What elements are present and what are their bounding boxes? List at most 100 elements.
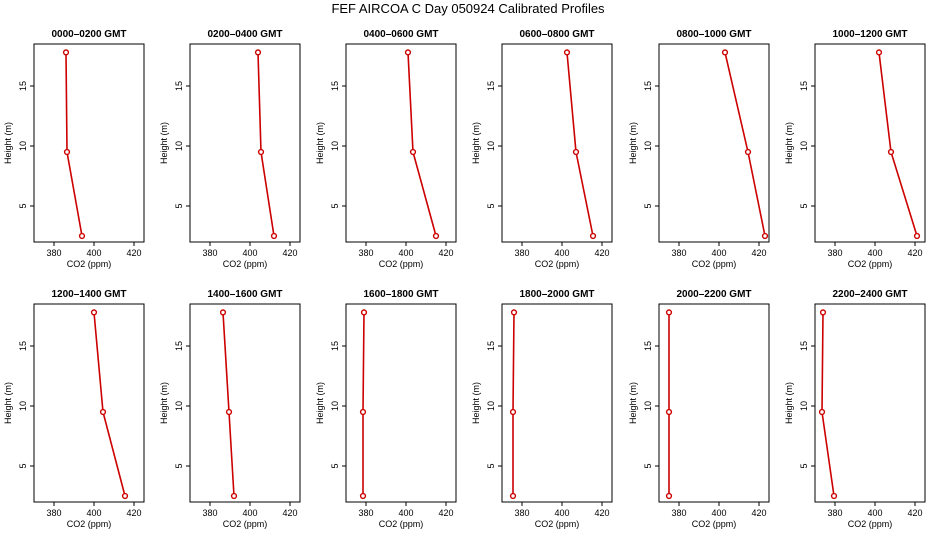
series-line: [257, 52, 275, 237]
data-point: [359, 408, 367, 416]
x-tick-label: 400: [711, 248, 726, 258]
x-axis-label: CO2 (ppm): [379, 259, 424, 269]
data-point: [257, 148, 265, 156]
panel-12: 2200–2400 GMT 380 400 420 5 10 15 CO2 (ppm) Heig…: [784, 289, 926, 529]
x-axis-label: CO2 (ppm): [67, 259, 112, 269]
x-axis-label: CO2 (ppm): [535, 519, 580, 529]
x-tick-label: 420: [594, 508, 609, 518]
series-line: [724, 52, 766, 237]
data-point: [432, 232, 440, 240]
panel-frame: [501, 303, 613, 503]
x-axis-label: CO2 (ppm): [67, 519, 112, 529]
data-point: [63, 148, 71, 156]
y-tick-label: 15: [330, 81, 340, 91]
panel-title: 2200–2400 GMT: [832, 289, 907, 300]
panel-title: 0400–0600 GMT: [363, 29, 438, 40]
y-tick-label: 15: [174, 81, 184, 91]
data-point: [270, 232, 278, 240]
panel-10: 1800–2000 GMT 380 400 420 5 10 15 CO2 (ppm) Heig…: [471, 289, 613, 529]
data-point: [230, 492, 238, 500]
panel-title: 1000–1200 GMT: [832, 29, 907, 40]
y-tick-label: 5: [174, 203, 184, 208]
panel-frame: [658, 303, 770, 503]
y-axis-label: Height (m): [159, 382, 169, 424]
x-tick-label: 420: [751, 248, 766, 258]
x-tick-label: 400: [398, 508, 413, 518]
y-tick-label: 5: [18, 463, 28, 468]
x-tick-label: 420: [751, 508, 766, 518]
y-tick-label: 15: [18, 341, 28, 351]
data-point: [510, 309, 518, 316]
y-axis-label: Height (m): [471, 122, 481, 164]
y-axis-label: Height (m): [784, 382, 794, 424]
data-point: [589, 232, 597, 240]
panel-title: 1400–1600 GMT: [207, 289, 282, 300]
y-tick-label: 5: [486, 463, 496, 468]
panel-8: 1400–1600 GMT 380 400 420 5 10 15 CO2 (ppm) Heig…: [159, 289, 301, 529]
y-tick-label: 10: [18, 401, 28, 411]
y-tick-label: 15: [18, 81, 28, 91]
data-point: [665, 309, 673, 316]
x-tick-label: 380: [671, 508, 686, 518]
panel-frame: [658, 43, 770, 243]
y-tick-label: 15: [486, 81, 496, 91]
y-tick-label: 10: [174, 141, 184, 151]
x-axis-label: CO2 (ppm): [692, 259, 737, 269]
x-tick-label: 420: [438, 508, 453, 518]
panel-title: 0000–0200 GMT: [51, 29, 126, 40]
panel-3: 0400–0600 GMT 380 400 420 5 10 15 CO2 (ppm) Heig…: [315, 29, 457, 269]
y-tick-label: 15: [486, 341, 496, 351]
x-tick-label: 420: [594, 248, 609, 258]
y-tick-label: 5: [799, 203, 809, 208]
y-tick-label: 10: [330, 141, 340, 151]
y-axis-label: Height (m): [3, 382, 13, 424]
x-tick-label: 400: [398, 248, 413, 258]
data-point: [744, 148, 752, 156]
x-tick-label: 380: [827, 508, 842, 518]
panels-layer: 0000–0200 GMT 380 400 420 5 10 15 CO2 (ppm) Heig…: [3, 29, 926, 529]
data-point: [563, 49, 571, 56]
x-axis-label: CO2 (ppm): [535, 259, 580, 269]
data-point: [219, 309, 227, 316]
panel-frame: [501, 43, 613, 243]
data-point: [359, 492, 367, 500]
panel-frame: [33, 43, 145, 243]
data-point: [830, 492, 838, 500]
panel-frame: [345, 303, 457, 503]
data-point: [78, 232, 86, 240]
y-tick-label: 15: [799, 81, 809, 91]
x-tick-label: 380: [827, 248, 842, 258]
data-point: [409, 148, 417, 156]
x-tick-label: 400: [711, 508, 726, 518]
data-point: [121, 492, 129, 500]
chart-title: FEF AIRCOA C Day 050924 Calibrated Profi…: [331, 1, 605, 16]
series-line: [821, 312, 835, 497]
data-point: [572, 148, 580, 156]
y-tick-label: 5: [643, 463, 653, 468]
data-point: [913, 232, 921, 240]
data-point: [665, 492, 673, 500]
series-line: [93, 312, 126, 497]
y-tick-label: 5: [799, 463, 809, 468]
data-point: [887, 148, 895, 156]
panel-2: 0200–0400 GMT 380 400 420 5 10 15 CO2 (ppm) Heig…: [159, 29, 301, 269]
panel-1: 0000–0200 GMT 380 400 420 5 10 15 CO2 (ppm) Heig…: [3, 29, 145, 269]
data-point: [819, 309, 827, 316]
y-axis-label: Height (m): [3, 122, 13, 164]
data-point: [875, 49, 883, 56]
x-axis-label: CO2 (ppm): [223, 519, 268, 529]
x-tick-label: 380: [202, 248, 217, 258]
panel-5: 0800–1000 GMT 380 400 420 5 10 15 CO2 (ppm) Heig…: [628, 29, 770, 269]
panel-title: 2000–2200 GMT: [676, 289, 751, 300]
y-tick-label: 5: [643, 203, 653, 208]
data-point: [360, 309, 368, 316]
panel-title: 0600–0800 GMT: [519, 29, 594, 40]
series-line: [65, 52, 83, 237]
panel-4: 0600–0800 GMT 380 400 420 5 10 15 CO2 (ppm) Heig…: [471, 29, 613, 269]
series-line: [566, 52, 594, 237]
y-tick-label: 5: [330, 203, 340, 208]
y-axis-label: Height (m): [471, 382, 481, 424]
x-tick-label: 400: [242, 248, 257, 258]
x-tick-label: 420: [907, 248, 922, 258]
